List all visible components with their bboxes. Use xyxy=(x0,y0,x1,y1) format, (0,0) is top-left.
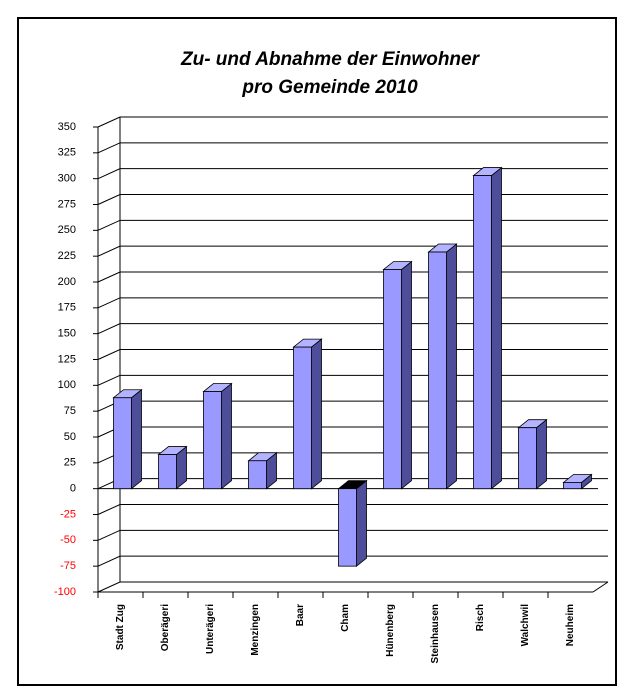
grid-line xyxy=(97,116,608,128)
y-tick-label: 350 xyxy=(58,121,76,133)
y-tick-label: -75 xyxy=(60,560,76,572)
floor-side xyxy=(592,581,609,593)
x-tick-label: Risch xyxy=(475,604,486,631)
bar xyxy=(158,454,177,490)
bar xyxy=(428,251,447,490)
y-tick-label: -50 xyxy=(60,534,76,546)
bar-side xyxy=(536,418,547,490)
bar-side xyxy=(131,388,142,490)
x-tick-label: Steinhausen xyxy=(430,604,441,663)
grid-line xyxy=(97,194,608,205)
y-tick-label: 200 xyxy=(58,276,76,288)
y-tick-label: -25 xyxy=(60,508,76,520)
y-tick-label: 100 xyxy=(58,379,76,391)
grid-line xyxy=(97,504,608,515)
bar-side xyxy=(356,479,367,567)
y-tick-label: 275 xyxy=(58,198,76,210)
y-tick-label: 300 xyxy=(58,173,76,185)
y-tick-label: 25 xyxy=(64,457,76,469)
x-tick-label: Oberägeri xyxy=(160,604,171,651)
x-tick-label: Stadt Zug xyxy=(115,604,126,650)
y-tick-label: 250 xyxy=(58,224,76,236)
bar-side xyxy=(311,338,322,490)
bar-side xyxy=(221,382,232,490)
y-tick-label: 175 xyxy=(58,302,76,314)
bar xyxy=(293,346,312,490)
y-tick-label: 0 xyxy=(70,483,76,495)
x-tick-label: Neuheim xyxy=(565,604,576,646)
bar xyxy=(563,482,582,490)
bar xyxy=(113,397,132,490)
y-tick-label: -100 xyxy=(54,586,76,598)
bar-side xyxy=(491,166,502,490)
bar xyxy=(203,391,222,490)
bar xyxy=(248,460,267,490)
grid-line xyxy=(97,555,608,567)
x-tick-label: Unterägeri xyxy=(205,604,216,654)
bar-side xyxy=(446,243,457,490)
x-tick-label: Menzingen xyxy=(250,604,261,656)
y-tick-label: 225 xyxy=(58,250,76,262)
x-tick-label: Walchwil xyxy=(520,604,531,647)
bar xyxy=(518,427,537,490)
grid-line xyxy=(97,219,608,231)
grid-line xyxy=(97,142,608,154)
x-tick-label: Cham xyxy=(340,604,351,632)
grid-line xyxy=(97,168,608,180)
chart-title: pro Gemeinde 2010 xyxy=(241,77,418,98)
y-tick-label: 125 xyxy=(58,353,76,365)
grid-line xyxy=(97,529,608,541)
bar-side xyxy=(401,260,412,490)
y-tick-label: 50 xyxy=(64,431,76,443)
x-tick-label: Baar xyxy=(295,604,306,626)
y-tick-label: 75 xyxy=(64,405,76,417)
grid-line xyxy=(97,581,608,593)
bar xyxy=(383,269,402,490)
y-tick-label: 150 xyxy=(58,328,76,340)
y-tick-label: 325 xyxy=(58,147,76,159)
bar xyxy=(473,175,492,490)
bar xyxy=(338,488,357,567)
chart-title: Zu- und Abnahme der Einwohner xyxy=(180,49,481,70)
x-tick-label: Hünenberg xyxy=(385,604,396,657)
